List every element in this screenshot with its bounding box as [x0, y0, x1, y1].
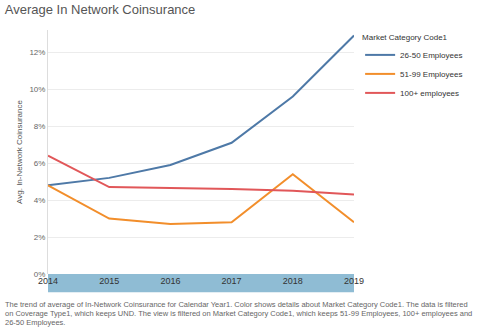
svg-text:2015: 2015: [99, 276, 119, 286]
svg-text:12%: 12%: [29, 48, 45, 57]
svg-text:Avg. In-Network Coinsurance: Avg. In-Network Coinsurance: [15, 100, 24, 204]
svg-text:4%: 4%: [34, 196, 46, 205]
svg-text:Market Category Code1: Market Category Code1: [362, 33, 447, 42]
svg-text:100+ employees: 100+ employees: [400, 89, 459, 98]
svg-text:51-99 Employees: 51-99 Employees: [400, 70, 462, 79]
svg-text:Average In Network Coinsurance: Average In Network Coinsurance: [5, 2, 196, 17]
svg-text:26-50 Employees: 26-50 Employees: [400, 51, 462, 60]
svg-text:2019: 2019: [344, 276, 364, 286]
html-text:The trend of average of In-Net: The trend of average of In-Network Coins…: [5, 300, 473, 327]
svg-text:10%: 10%: [29, 85, 45, 94]
svg-text:2014: 2014: [38, 276, 58, 286]
svg-text:0%: 0%: [34, 270, 46, 279]
svg-text:2016: 2016: [160, 276, 180, 286]
svg-text:6%: 6%: [34, 159, 46, 168]
svg-text:2018: 2018: [283, 276, 303, 286]
svg-text:8%: 8%: [34, 122, 46, 131]
svg-text:2017: 2017: [222, 276, 242, 286]
svg-text:2%: 2%: [34, 233, 46, 242]
